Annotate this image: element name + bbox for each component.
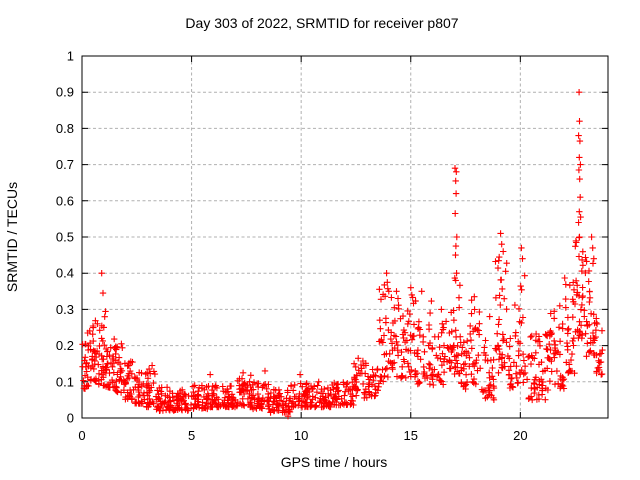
y-tick-label: 0.2 bbox=[56, 338, 74, 353]
chart-title: Day 303 of 2022, SRMTID for receiver p80… bbox=[185, 15, 458, 31]
y-tick-label: 0.4 bbox=[56, 266, 74, 281]
y-axis-tick-labels: 0 0.1 0.2 0.3 0.4 0.5 0.6 0.7 0.8 0.9 1 bbox=[56, 49, 74, 426]
data-points-plus-markers bbox=[79, 89, 606, 420]
y-tick-label: 0.9 bbox=[56, 85, 74, 100]
x-tick-label: 15 bbox=[404, 428, 418, 443]
y-tick-label: 0.6 bbox=[56, 193, 74, 208]
y-tick-label: 1 bbox=[67, 49, 74, 64]
y-tick-label: 0.8 bbox=[56, 121, 74, 136]
y-tick-label: 0.3 bbox=[56, 302, 74, 317]
y-tick-label: 0 bbox=[67, 411, 74, 426]
y-tick-label: 0.1 bbox=[56, 374, 74, 389]
x-tick-label: 5 bbox=[188, 428, 195, 443]
y-tick-label: 0.7 bbox=[56, 157, 74, 172]
y-tick-label: 0.5 bbox=[56, 230, 74, 245]
x-tick-label: 0 bbox=[78, 428, 85, 443]
x-axis-tick-labels: 0 5 10 15 20 bbox=[78, 428, 527, 443]
x-tick-label: 20 bbox=[513, 428, 527, 443]
x-tick-label: 10 bbox=[294, 428, 308, 443]
x-axis-label: GPS time / hours bbox=[281, 454, 388, 470]
y-axis-label: SRMTID / TECUs bbox=[4, 182, 20, 292]
